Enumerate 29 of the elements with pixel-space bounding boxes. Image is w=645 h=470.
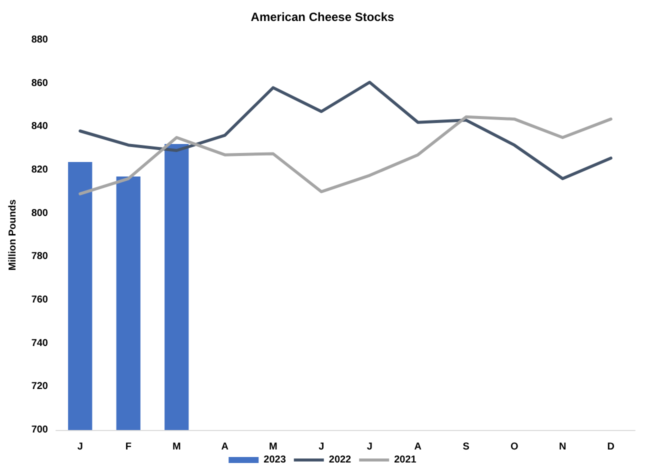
x-tick-label: N [559,442,566,452]
x-tick-label: J [366,442,372,452]
x-tick-label: M [268,442,278,452]
x-tick-label: J [318,442,324,452]
x-tick-label: D [607,442,614,452]
x-tick-label: M [172,442,181,452]
line-series [78,115,612,196]
chart-title: American Cheese Stocks [250,10,395,24]
y-tick-label: 860 [31,78,48,89]
legend-label: 2023 [264,454,286,466]
x-tick-label: J [77,442,83,452]
line-series [78,80,612,180]
y-tick-label: 740 [31,338,48,349]
y-tick-label: 820 [31,164,48,176]
y-tick-label: 720 [31,381,48,392]
x-tick-label: F [125,442,132,452]
y-tick-label: 880 [31,34,48,46]
y-tick-label: 840 [31,121,48,132]
x-tick-label: A [414,442,422,452]
x-tick-label: A [221,442,228,452]
y-tick-label: 760 [31,294,48,306]
y-tick-label: 800 [31,208,48,219]
x-tick-label: S [462,442,470,452]
x-tick-label: O [510,442,518,452]
y-axis-title: Million Pounds [8,199,18,271]
legend-label: 2022 [328,454,352,466]
y-tick-label: 700 [31,424,48,436]
legend-label: 2021 [394,454,417,466]
y-tick-label: 780 [31,251,48,262]
